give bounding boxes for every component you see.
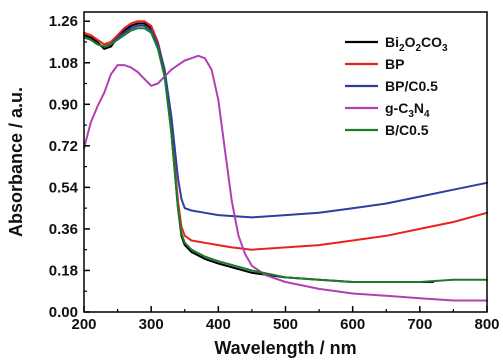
legend-label: BP bbox=[385, 56, 404, 72]
y-axis-title: Absorbance / a.u. bbox=[6, 87, 26, 237]
legend: Bi2O2CO3 BP BP/C0.5 g-C3N4 B/C0.5 bbox=[345, 34, 448, 138]
y-tick-label: 1.08 bbox=[49, 55, 78, 72]
legend-label: g-C3N4 bbox=[385, 100, 430, 120]
y-tick-label: 0.36 bbox=[49, 221, 78, 238]
x-tick-label: 200 bbox=[71, 316, 96, 333]
legend-label: B/C0.5 bbox=[385, 122, 429, 138]
x-tick-label: 500 bbox=[273, 316, 298, 333]
x-axis-ticks: 200 300 400 500 600 700 800 bbox=[71, 306, 500, 333]
legend-label: BP/C0.5 bbox=[385, 78, 438, 94]
y-tick-label: 0.90 bbox=[49, 96, 78, 113]
x-tick-label: 400 bbox=[206, 316, 231, 333]
x-axis-title: Wavelength / nm bbox=[214, 338, 356, 358]
y-axis-ticks: 0.00 0.18 0.36 0.54 0.72 0.90 1.08 1.26 bbox=[49, 13, 90, 321]
y-tick-label: 0.72 bbox=[49, 138, 78, 155]
y-tick-label: 0.00 bbox=[49, 304, 78, 321]
y-tick-label: 0.54 bbox=[49, 179, 79, 196]
plot-frame bbox=[83, 11, 488, 313]
series-lines bbox=[83, 20, 488, 302]
series-line-4 bbox=[83, 54, 488, 302]
x-tick-label: 800 bbox=[474, 316, 499, 333]
legend-label: Bi2O2CO3 bbox=[385, 34, 448, 54]
y-tick-label: 0.18 bbox=[49, 262, 78, 279]
x-tick-label: 700 bbox=[407, 316, 432, 333]
series-line-5 bbox=[83, 27, 488, 283]
y-tick-label: 1.26 bbox=[49, 13, 78, 30]
x-tick-label: 600 bbox=[340, 316, 365, 333]
x-tick-label: 300 bbox=[139, 316, 164, 333]
series-line-1 bbox=[83, 22, 435, 283]
